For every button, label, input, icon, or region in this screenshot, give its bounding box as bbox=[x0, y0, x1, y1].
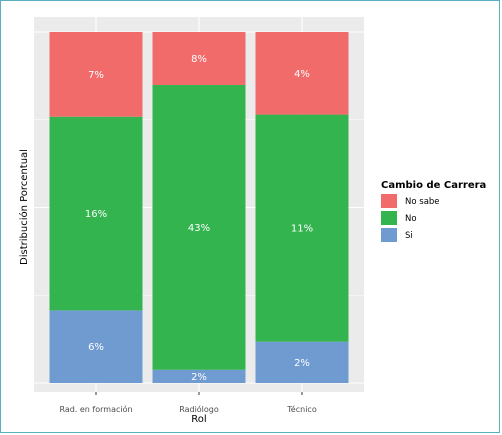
bar-radiologo-no-sabe bbox=[152, 32, 246, 85]
legend-key-no-sabe bbox=[381, 194, 397, 208]
x-axis-title: Rol bbox=[191, 414, 206, 425]
legend-key-si bbox=[381, 228, 397, 242]
data-label-radiologo-no: 43% bbox=[188, 223, 210, 234]
legend-label-no: No bbox=[405, 214, 417, 224]
data-label-tecnico-no-sabe: 4% bbox=[294, 69, 310, 80]
data-label-radiologo-no-sabe: 8% bbox=[191, 54, 207, 65]
data-label-rad-en-formacion-no-sabe: 7% bbox=[88, 70, 104, 81]
legend-title: Cambio de Carrera bbox=[381, 180, 486, 191]
legend-label-no-sabe: No sabe bbox=[405, 197, 440, 207]
bar-radiologo-si bbox=[152, 369, 246, 383]
bar-tecnico-no-sabe bbox=[255, 32, 349, 115]
data-label-tecnico-si: 2% bbox=[294, 358, 310, 369]
data-label-rad-en-formacion-no: 16% bbox=[85, 209, 107, 220]
segment-labels-group: 6% 16% 7% 2% 43% 8% 2% 11% 4% bbox=[85, 54, 313, 383]
bar-rad-en-formacion-si bbox=[49, 310, 143, 383]
x-ticks-group: Rad. en formación Radiólogo Técnico bbox=[59, 392, 317, 414]
data-label-radiologo-si: 2% bbox=[191, 372, 207, 383]
bar-rad-en-formacion-no-sabe bbox=[49, 32, 143, 117]
bars-group bbox=[49, 32, 349, 383]
legend-label-si: Si bbox=[405, 231, 413, 241]
bar-radiologo-no bbox=[152, 84, 246, 370]
data-label-rad-en-formacion-si: 6% bbox=[88, 342, 104, 353]
bar-tecnico-si bbox=[255, 341, 349, 383]
x-tick-label-tecnico: Técnico bbox=[286, 404, 317, 414]
data-label-tecnico-no: 11% bbox=[291, 224, 313, 235]
bar-rad-en-formacion-no bbox=[49, 116, 143, 311]
y-axis-title: Distribución Porcentual bbox=[18, 149, 30, 265]
x-tick-label-radiologo: Radiólogo bbox=[179, 404, 219, 414]
x-tick-label-rad-en-formacion: Rad. en formación bbox=[59, 404, 132, 414]
legend: Cambio de Carrera No sabe No Si bbox=[381, 180, 486, 242]
legend-key-no bbox=[381, 211, 397, 225]
bar-tecnico-no bbox=[255, 114, 349, 342]
